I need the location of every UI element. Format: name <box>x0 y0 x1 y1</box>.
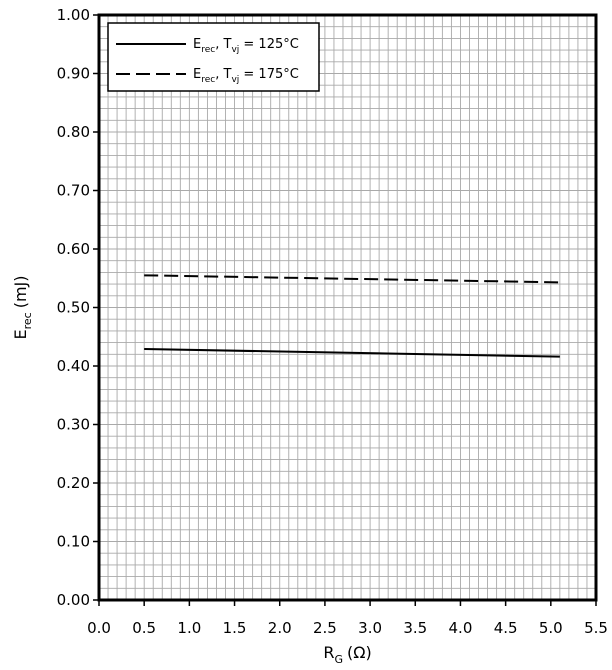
x-tick-label: 1.0 <box>177 619 201 637</box>
x-tick-label: 0.0 <box>87 619 111 637</box>
y-axis-title: Erec(mJ) <box>11 275 34 339</box>
y-tick-label: 0.40 <box>57 357 90 375</box>
x-tick-label: 5.5 <box>584 619 608 637</box>
y-tick-label: 0.90 <box>57 65 90 83</box>
x-tick-label: 2.0 <box>268 619 292 637</box>
x-axis-title: RG (Ω) <box>323 643 371 666</box>
series-line-125c <box>144 348 560 358</box>
legend-label-125c: Erec, Tvj = 125°C <box>193 37 299 55</box>
y-tick-label: 1.00 <box>57 6 90 24</box>
legend: Erec, Tvj = 125°C Erec, Tvj = 175°C <box>107 22 320 92</box>
legend-box <box>107 22 320 92</box>
x-tick-label: 5.0 <box>539 619 563 637</box>
x-tick-label: 3.0 <box>358 619 382 637</box>
y-tick-label: 0.80 <box>57 123 90 141</box>
x-tick-label: 3.5 <box>403 619 427 637</box>
y-tick-label: 0.70 <box>57 182 90 200</box>
x-tick-label: 4.0 <box>449 619 473 637</box>
series-lines <box>144 274 560 358</box>
y-tick-label: 0.10 <box>57 533 90 551</box>
x-tick-label: 0.5 <box>132 619 156 637</box>
legend-label-175c: Erec, Tvj = 175°C <box>193 67 299 85</box>
series-line-175c <box>144 274 560 284</box>
y-tick-label: 0.00 <box>57 591 90 609</box>
x-tick-label: 1.5 <box>223 619 247 637</box>
x-tick-label: 4.5 <box>494 619 518 637</box>
axis-ticks: 0.0 0.5 1.0 1.5 2.0 2.5 3.0 3.5 4.0 4.5 5.0 5.5 0.00… <box>57 6 608 637</box>
grid <box>99 15 596 600</box>
y-tick-label: 0.60 <box>57 240 90 258</box>
y-tick-label: 0.30 <box>57 416 90 434</box>
y-tick-label: 0.50 <box>57 299 90 317</box>
x-tick-label: 2.5 <box>313 619 337 637</box>
y-tick-label: 0.20 <box>57 474 90 492</box>
